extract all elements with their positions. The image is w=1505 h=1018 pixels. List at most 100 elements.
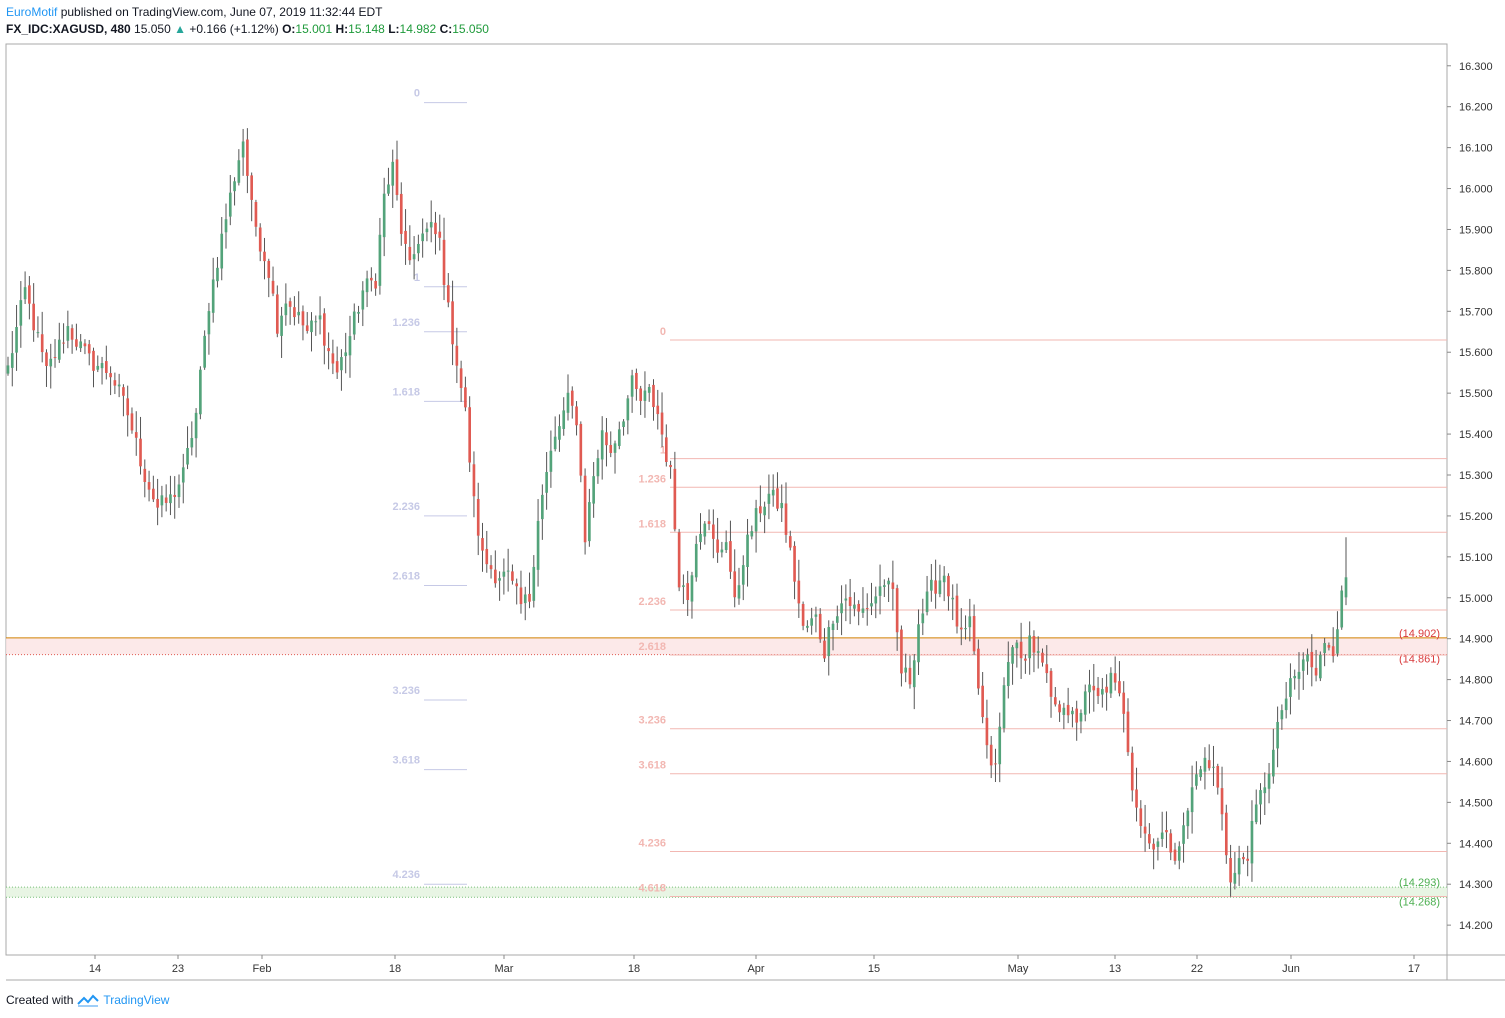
candle-body	[741, 565, 745, 585]
symbol-label[interactable]: FX_IDC:XAGUSD, 480	[6, 22, 131, 36]
candle	[878, 564, 882, 615]
candle	[1071, 707, 1074, 728]
candle	[62, 323, 65, 354]
candle	[797, 559, 801, 618]
candle	[861, 587, 865, 618]
candle-body	[883, 585, 886, 587]
candle-body	[1250, 820, 1254, 864]
candle-body	[754, 508, 758, 532]
candle-body	[70, 328, 74, 340]
candle	[1169, 829, 1173, 861]
candle	[335, 346, 339, 379]
candle-body	[1314, 667, 1318, 676]
candle	[100, 356, 104, 385]
candle-body	[92, 350, 95, 371]
candle	[1135, 767, 1138, 822]
open-label: O:	[282, 22, 296, 36]
candle	[1002, 677, 1006, 733]
fib-right-label: 3.236	[638, 715, 666, 727]
fib-left-label: 1.618	[392, 386, 420, 398]
candle	[904, 653, 908, 683]
candle	[75, 323, 78, 351]
candle	[1242, 852, 1245, 865]
candle-body	[835, 616, 839, 623]
candle	[344, 332, 348, 374]
candle-body	[246, 139, 249, 176]
price-axis[interactable]: 16.300 16.200 16.100 16.000 15.900 15.800 15.7…	[1447, 61, 1493, 932]
candle	[378, 217, 382, 295]
candle	[1284, 681, 1288, 719]
candle	[425, 222, 429, 242]
time-axis[interactable]: 14 23 Feb 18 Mar 18 Apr 15 May 13 22 Jun 17	[89, 955, 1420, 975]
y-tick-label: 14.300	[1459, 879, 1493, 891]
candle-body	[1323, 643, 1326, 653]
y-tick-label: 15.700	[1459, 306, 1493, 318]
candle-body	[434, 222, 437, 235]
y-tick-label: 15.600	[1459, 347, 1493, 359]
candle-body	[489, 565, 493, 570]
candle-body	[600, 430, 604, 460]
candle-body	[1075, 708, 1079, 723]
fib-right-label: 2.236	[638, 596, 666, 608]
candle	[947, 573, 950, 611]
candle	[754, 499, 758, 553]
candle-body	[643, 390, 647, 401]
x-tick-label: 15	[868, 963, 880, 975]
candle	[1250, 800, 1254, 882]
candle-body	[297, 311, 301, 316]
candle	[1280, 704, 1284, 730]
candle	[964, 615, 967, 640]
candle-body	[511, 571, 514, 581]
candle	[652, 379, 655, 421]
candle-body	[1049, 670, 1053, 697]
candle-body	[1254, 804, 1258, 823]
candle-body	[399, 193, 403, 234]
candle-body	[472, 464, 476, 497]
candle-body	[724, 542, 728, 550]
price-change: +0.166 (+1.12%)	[189, 22, 279, 36]
publish-info: EuroMotif published on TradingView.com, …	[6, 5, 382, 19]
candle-body	[947, 575, 950, 597]
candle-body	[737, 585, 741, 599]
candle-body	[959, 627, 963, 630]
candle-body	[1109, 672, 1113, 694]
candle-body	[972, 616, 976, 652]
candle-body	[827, 627, 831, 657]
candle-body	[515, 583, 519, 587]
candle-body	[998, 726, 1002, 765]
candle	[143, 459, 147, 498]
y-tick-label: 15.300	[1459, 470, 1493, 482]
candle-body	[173, 494, 177, 497]
candle-body	[660, 412, 664, 435]
candle	[1220, 766, 1224, 831]
candle-body	[310, 320, 313, 333]
candle-body	[1101, 689, 1104, 695]
candle-body	[549, 450, 553, 472]
candle-body	[177, 484, 181, 498]
plot-border	[5, 43, 1448, 956]
candle-body	[1336, 629, 1339, 654]
candle	[1289, 663, 1292, 715]
candle-body	[1006, 662, 1010, 687]
candle	[370, 267, 373, 292]
candle	[968, 598, 972, 642]
candle	[1314, 649, 1318, 682]
candle	[827, 620, 831, 676]
candle	[895, 584, 899, 651]
candle-body	[216, 267, 219, 282]
x-tick-label: 14	[89, 963, 101, 975]
tradingview-link[interactable]: TradingView	[103, 993, 170, 1007]
candle	[955, 583, 959, 634]
candle	[579, 421, 583, 483]
candle	[36, 316, 40, 338]
candle	[228, 175, 232, 226]
candle-body	[1160, 832, 1164, 839]
candle	[438, 214, 442, 251]
author-link[interactable]: EuroMotif	[6, 5, 58, 19]
candle-body	[934, 580, 937, 594]
x-tick-label: 18	[628, 963, 640, 975]
candle	[489, 555, 493, 579]
candle	[1024, 654, 1027, 674]
footer: Created with TradingView	[6, 993, 169, 1007]
